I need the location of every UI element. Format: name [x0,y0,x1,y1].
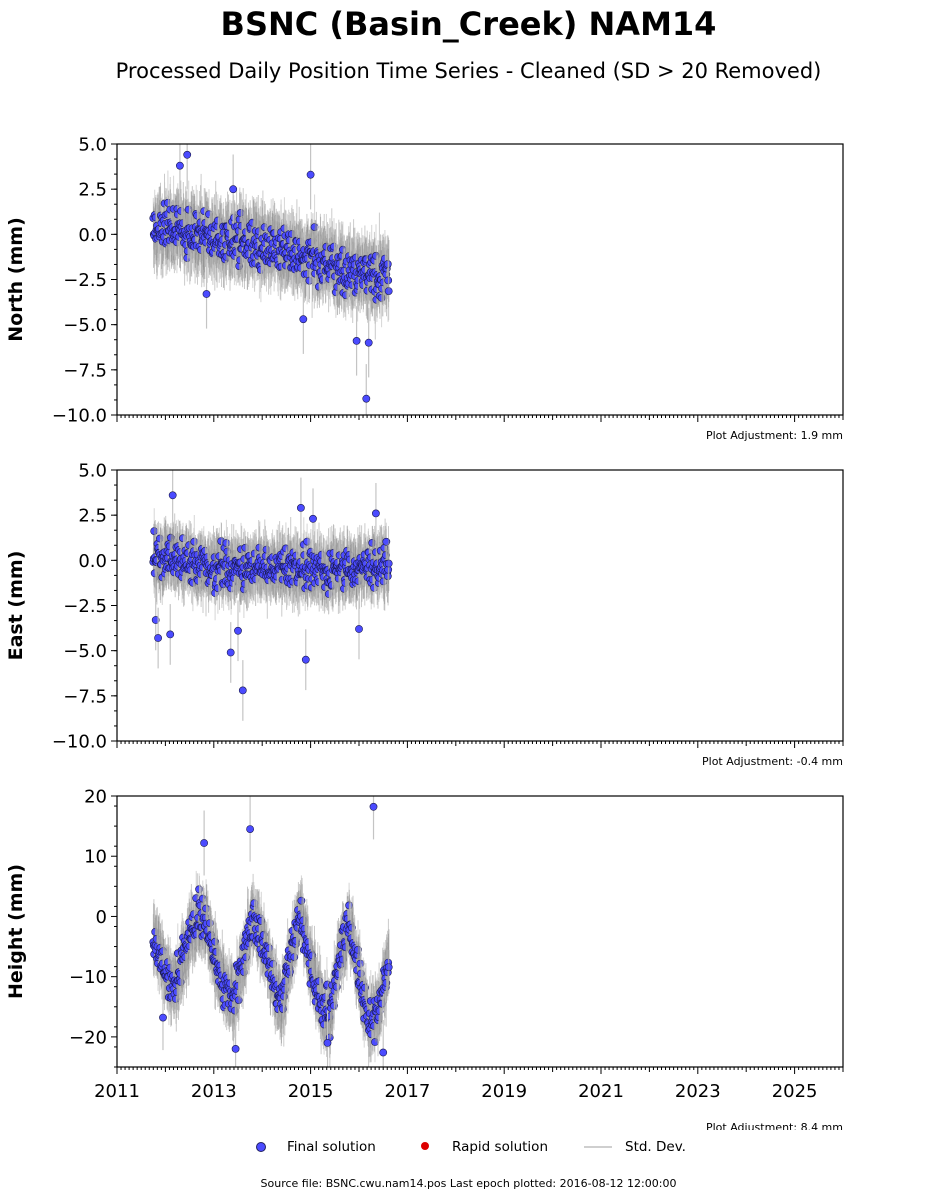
east-data-point [226,648,235,657]
north-panel: 5.0 2.5 0.0 −2.5 −5.0 −7.5 −10.0 North (mm) Plot… [5,135,844,442]
east-data-point [355,625,363,633]
north-y-tick-label: 0.0 [78,225,107,246]
north-plot-adjustment: Plot Adjustment: 1.9 mm [706,429,843,442]
east-y-tick-label: −5.0 [63,641,107,662]
east-panel: 5.0 2.5 0.0 −2.5 −5.0 −7.5 −10.0 East (mm) Plot … [5,461,844,768]
east-data-point [301,655,310,664]
east-plot-adjustment: Plot Adjustment: -0.4 mm [702,755,843,768]
chart-subtitle: Processed Daily Position Time Series - C… [115,59,822,83]
east-data-point [382,537,391,546]
north-data-point [306,170,315,179]
north-data-point [202,290,211,298]
north-y-tick-label: −7.5 [63,360,107,381]
chart-title: BSNC (Basin_Creek) NAM14 [220,5,717,43]
east-plot-frame [116,469,844,742]
north-data-point [299,315,308,324]
north-data-point [362,394,371,403]
east-y-tick-label: 2.5 [78,506,107,527]
east-y-tick-label: 0.0 [78,551,107,572]
east-y-tick-label: −7.5 [63,686,107,707]
north-y-tick-label: −10.0 [52,406,107,427]
east-data-point [168,491,177,500]
north-data-point [352,336,361,345]
north-data-point [364,338,373,347]
east-data-point [296,503,305,512]
north-data-point [229,185,238,194]
time-series-plots: 5.0 2.5 0.0 −2.5 −5.0 −7.5 −10.0 North (mm) Plot… [5,135,844,1130]
east-data-point [371,509,380,518]
east-data-point [384,559,393,568]
north-y-axis-label: North (mm) [5,217,27,342]
east-y-axis-label: East (mm) [5,551,27,661]
north-y-tick-label: 2.5 [78,180,107,201]
east-data-point [234,626,242,635]
north-data-point [183,150,192,159]
north-y-tick-label: −2.5 [63,270,107,291]
east-data-point [151,616,160,624]
east-data-point [238,686,247,695]
east-data-point [166,630,175,639]
north-y-tick-label: −5.0 [63,315,107,336]
north-data-point [175,161,184,170]
east-data-point [154,634,162,642]
east-data-point [309,514,317,523]
north-data-point [384,287,393,295]
east-y-tick-label: −2.5 [63,596,107,617]
north-y-tick-label: 5.0 [78,135,107,156]
east-y-tick-label: 5.0 [78,461,107,482]
east-y-tick-label: −10.0 [52,732,107,753]
